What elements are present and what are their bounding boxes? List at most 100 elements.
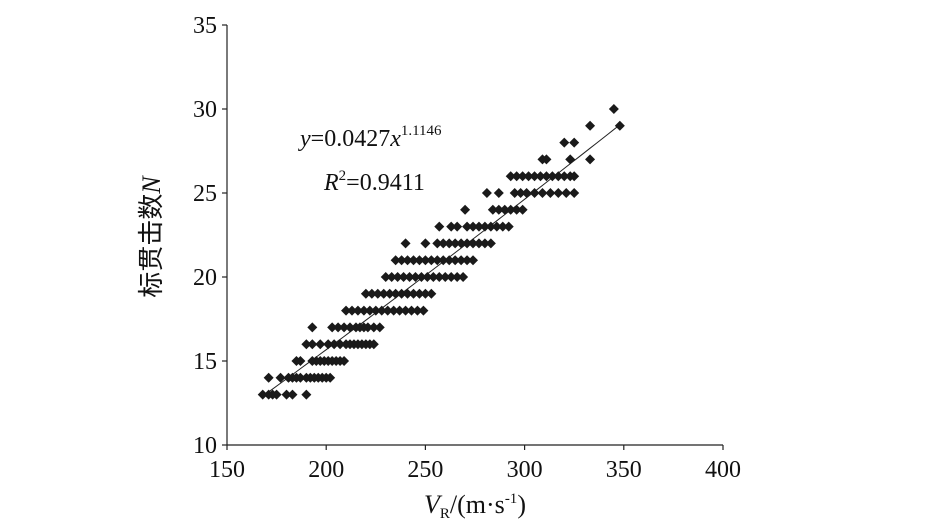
data-points bbox=[257, 104, 625, 400]
data-point bbox=[456, 255, 467, 266]
y-tick-label: 30 bbox=[193, 97, 217, 123]
data-point bbox=[362, 322, 373, 333]
data-point bbox=[553, 171, 564, 182]
data-point bbox=[468, 238, 479, 249]
data-point bbox=[432, 238, 443, 249]
data-point bbox=[323, 339, 334, 350]
data-point bbox=[420, 255, 431, 266]
data-point bbox=[410, 272, 421, 282]
data-point bbox=[426, 255, 437, 266]
data-point bbox=[392, 272, 403, 282]
fit-equation: y=0.0427x1.1146 bbox=[298, 123, 442, 152]
x-ticks: 150 200 250 300 350 400 bbox=[209, 445, 741, 483]
data-point bbox=[408, 288, 419, 299]
data-point bbox=[414, 288, 425, 299]
data-point bbox=[400, 238, 411, 249]
data-point bbox=[329, 339, 340, 350]
data-point bbox=[569, 188, 580, 198]
data-point bbox=[559, 171, 570, 182]
data-point bbox=[529, 171, 540, 182]
data-point bbox=[364, 305, 375, 316]
data-point bbox=[462, 255, 473, 266]
data-point bbox=[460, 204, 471, 215]
data-point bbox=[428, 272, 439, 282]
x-tick-label: 250 bbox=[407, 457, 443, 483]
data-point bbox=[446, 272, 457, 282]
x-tick-label: 300 bbox=[507, 457, 543, 483]
data-point bbox=[547, 171, 558, 182]
y-tick-label: 35 bbox=[193, 13, 217, 39]
data-point bbox=[341, 305, 352, 316]
data-point bbox=[370, 305, 381, 316]
data-point bbox=[468, 221, 479, 232]
data-point bbox=[382, 305, 393, 316]
data-point bbox=[295, 372, 306, 383]
data-point bbox=[378, 288, 389, 299]
y-ticks: 10 15 20 25 30 35 bbox=[193, 13, 227, 459]
data-point bbox=[505, 171, 516, 182]
data-point bbox=[537, 188, 548, 198]
data-point bbox=[529, 188, 540, 198]
data-point bbox=[517, 204, 528, 215]
data-point bbox=[569, 171, 580, 182]
y-axis-label: 标贯击数N bbox=[137, 175, 167, 298]
x-tick-label: 400 bbox=[705, 457, 741, 483]
data-point bbox=[458, 272, 469, 282]
data-point bbox=[509, 188, 520, 198]
data-point bbox=[446, 221, 457, 232]
data-point bbox=[450, 238, 461, 249]
data-point bbox=[481, 188, 492, 198]
data-point bbox=[541, 154, 552, 165]
data-point bbox=[473, 238, 484, 249]
data-point bbox=[376, 305, 387, 316]
data-point bbox=[400, 305, 411, 316]
data-point bbox=[408, 255, 419, 266]
data-point bbox=[390, 255, 401, 266]
data-point bbox=[366, 288, 377, 299]
data-point bbox=[384, 288, 395, 299]
data-point bbox=[394, 305, 405, 316]
data-point bbox=[505, 204, 516, 215]
data-point bbox=[438, 255, 449, 266]
data-point bbox=[559, 137, 570, 148]
data-point bbox=[307, 339, 318, 350]
data-point bbox=[281, 389, 292, 400]
data-point bbox=[402, 288, 413, 299]
data-point bbox=[414, 255, 425, 266]
axes bbox=[226, 25, 723, 446]
x-axis-label: VR/(m·s-1) bbox=[424, 490, 526, 522]
data-point bbox=[515, 188, 526, 198]
data-point bbox=[462, 238, 473, 249]
data-point bbox=[420, 238, 431, 249]
data-point bbox=[487, 204, 498, 215]
data-point bbox=[374, 322, 385, 333]
data-point bbox=[301, 339, 312, 350]
data-point bbox=[545, 188, 556, 198]
data-point bbox=[275, 372, 286, 383]
data-point bbox=[456, 238, 467, 249]
data-point bbox=[398, 272, 409, 282]
y-tick-label: 25 bbox=[193, 181, 217, 207]
data-point bbox=[368, 322, 379, 333]
data-point bbox=[426, 288, 437, 299]
data-point bbox=[263, 372, 274, 383]
data-point bbox=[473, 221, 484, 232]
y-tick-label: 10 bbox=[193, 433, 217, 459]
data-point bbox=[327, 322, 338, 333]
data-point bbox=[585, 120, 596, 131]
data-point bbox=[565, 154, 576, 165]
data-point bbox=[493, 204, 504, 215]
data-point bbox=[315, 339, 326, 350]
data-point bbox=[406, 305, 417, 316]
data-point bbox=[339, 322, 350, 333]
data-point bbox=[491, 221, 502, 232]
data-point bbox=[438, 238, 449, 249]
y-tick-label: 15 bbox=[193, 349, 217, 375]
data-point bbox=[325, 372, 336, 383]
data-point bbox=[396, 288, 407, 299]
data-point bbox=[444, 255, 455, 266]
data-point bbox=[418, 305, 429, 316]
data-point bbox=[432, 255, 443, 266]
data-point bbox=[360, 288, 371, 299]
